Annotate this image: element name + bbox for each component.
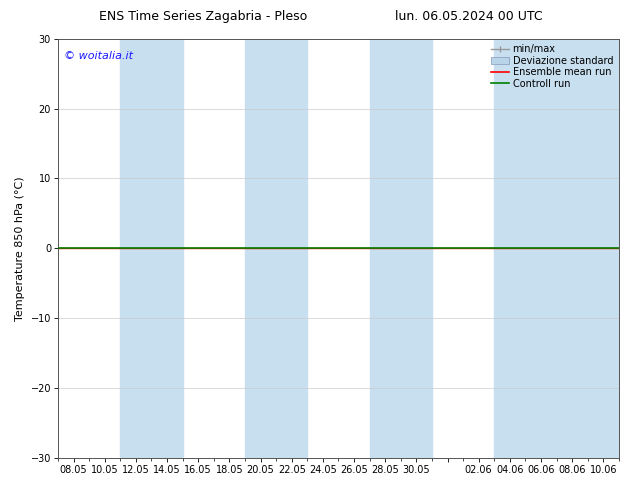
Text: lun. 06.05.2024 00 UTC: lun. 06.05.2024 00 UTC bbox=[396, 10, 543, 23]
Bar bbox=[557, 39, 619, 458]
Legend: min/max, Deviazione standard, Ensemble mean run, Controll run: min/max, Deviazione standard, Ensemble m… bbox=[488, 41, 617, 93]
Y-axis label: Temperature 850 hPa (°C): Temperature 850 hPa (°C) bbox=[15, 176, 25, 320]
Bar bbox=[495, 39, 557, 458]
Text: ENS Time Series Zagabria - Pleso: ENS Time Series Zagabria - Pleso bbox=[99, 10, 307, 23]
Text: © woitalia.it: © woitalia.it bbox=[63, 51, 133, 61]
Bar bbox=[370, 39, 432, 458]
Bar bbox=[120, 39, 183, 458]
Bar bbox=[245, 39, 307, 458]
